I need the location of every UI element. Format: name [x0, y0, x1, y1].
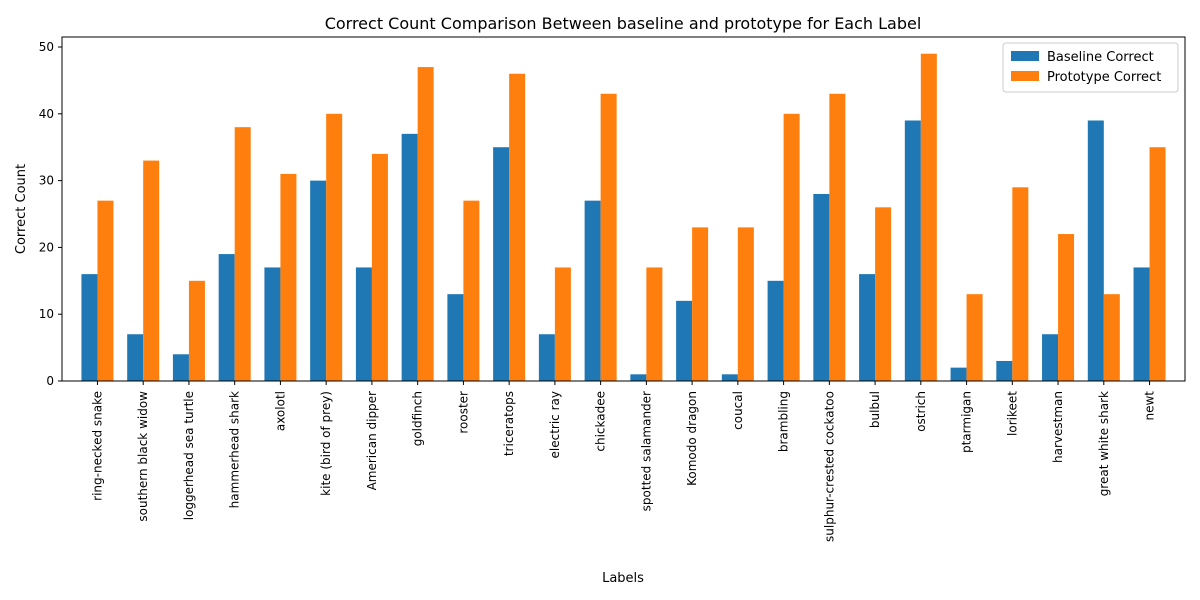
- baseline-bar-7: [401, 133, 418, 381]
- y-tick-label-0: 0: [46, 374, 54, 388]
- x-tick-label-13: Komodo dragon: [685, 391, 699, 486]
- baseline-bar-19: [950, 367, 967, 381]
- legend-label-1: Prototype Correct: [1047, 70, 1161, 85]
- prototype-bar-6: [371, 153, 388, 381]
- bars-group: [81, 53, 1166, 382]
- prototype-bar-9: [509, 73, 526, 382]
- baseline-bar-6: [355, 267, 372, 381]
- baseline-bar-0: [81, 274, 98, 381]
- x-tick-label-10: electric ray: [548, 391, 562, 458]
- x-tick-label-21: harvestman: [1051, 391, 1065, 463]
- baseline-bar-13: [676, 300, 693, 381]
- x-tick-label-11: chickadee: [594, 391, 608, 452]
- baseline-bar-17: [859, 274, 876, 381]
- baseline-bar-16: [813, 193, 830, 381]
- x-tick-label-23: newt: [1143, 391, 1157, 421]
- prototype-bar-20: [1012, 187, 1029, 381]
- legend-box: [1002, 42, 1179, 93]
- prototype-bar-21: [1058, 234, 1075, 381]
- baseline-bar-8: [447, 294, 464, 381]
- prototype-bar-22: [1103, 294, 1120, 381]
- x-tick-label-15: brambling: [777, 391, 791, 452]
- baseline-bar-23: [1133, 267, 1150, 381]
- baseline-bar-9: [493, 147, 510, 381]
- x-tick-label-8: rooster: [456, 391, 470, 434]
- x-tick-label-1: southern black widow: [136, 391, 150, 522]
- prototype-bar-5: [326, 113, 343, 381]
- x-tick-label-7: goldfinch: [411, 391, 425, 446]
- x-tick-label-20: lorikeet: [1005, 391, 1019, 436]
- x-tick-label-6: American dipper: [365, 391, 379, 490]
- prototype-bar-4: [280, 173, 297, 381]
- legend-label-0: Baseline Correct: [1047, 50, 1154, 65]
- y-tick-label-5: 50: [39, 40, 54, 54]
- prototype-bar-3: [234, 127, 251, 381]
- baseline-bar-14: [721, 374, 738, 381]
- prototype-bar-10: [554, 267, 571, 381]
- baseline-bar-5: [310, 180, 327, 381]
- x-tick-label-3: hammerhead shark: [228, 391, 242, 508]
- prototype-bar-15: [783, 113, 800, 381]
- prototype-bar-14: [737, 227, 754, 381]
- prototype-bar-13: [692, 227, 709, 381]
- baseline-bar-10: [538, 334, 555, 381]
- x-tick-label-2: loggerhead sea turtle: [182, 391, 196, 520]
- baseline-bar-18: [904, 120, 921, 381]
- baseline-bar-3: [218, 254, 235, 381]
- x-tick-label-19: ptarmigan: [960, 391, 974, 453]
- legend-swatch-1: [1011, 71, 1039, 81]
- prototype-bar-23: [1149, 147, 1166, 381]
- prototype-bar-19: [966, 294, 983, 381]
- x-tick-label-14: coucal: [731, 391, 745, 430]
- prototype-bar-16: [829, 93, 846, 381]
- y-tick-label-2: 20: [39, 240, 54, 254]
- x-tick-label-16: sulphur-crested cockatoo: [822, 391, 836, 542]
- y-tick-label-1: 10: [39, 307, 54, 321]
- prototype-bar-0: [97, 200, 114, 381]
- baseline-bar-11: [584, 200, 601, 381]
- x-axis-label: Labels: [602, 571, 644, 586]
- plot-frame: [61, 36, 1186, 382]
- y-axis: 0 10 20 30 40 50: [39, 40, 62, 388]
- x-tick-label-9: triceratops: [502, 391, 516, 456]
- legend-swatch-0: [1011, 51, 1039, 61]
- legend: Baseline Correct Prototype Correct: [1002, 42, 1179, 93]
- prototype-bar-18: [920, 53, 937, 381]
- x-axis: ring-necked snake southern black widow log…: [90, 381, 1157, 542]
- baseline-bar-15: [767, 280, 784, 381]
- baseline-bar-20: [996, 360, 1013, 381]
- x-tick-label-18: ostrich: [914, 391, 928, 432]
- baseline-bar-21: [1042, 334, 1059, 381]
- y-axis-label: Correct Count: [14, 164, 29, 254]
- prototype-bar-7: [417, 67, 434, 381]
- x-tick-label-17: bulbul: [868, 391, 882, 428]
- x-tick-label-4: axolotl: [273, 391, 287, 431]
- y-tick-label-4: 40: [39, 107, 54, 121]
- x-tick-label-22: great white shark: [1097, 391, 1111, 496]
- x-tick-label-12: spotted salamander: [639, 391, 653, 511]
- y-tick-label-3: 30: [39, 174, 54, 188]
- baseline-bar-4: [264, 267, 281, 381]
- prototype-bar-2: [188, 280, 205, 381]
- prototype-bar-12: [646, 267, 663, 381]
- baseline-bar-12: [630, 374, 647, 381]
- x-tick-label-0: ring-necked snake: [90, 391, 104, 501]
- baseline-bar-22: [1087, 120, 1104, 381]
- prototype-bar-17: [875, 207, 892, 381]
- prototype-bar-8: [463, 200, 480, 381]
- prototype-bar-11: [600, 93, 617, 381]
- baseline-bar-2: [172, 354, 189, 381]
- chart-title: Correct Count Comparison Between baselin…: [325, 14, 922, 33]
- x-tick-label-5: kite (bird of prey): [319, 391, 333, 496]
- prototype-bar-1: [143, 160, 160, 381]
- baseline-bar-1: [127, 334, 144, 381]
